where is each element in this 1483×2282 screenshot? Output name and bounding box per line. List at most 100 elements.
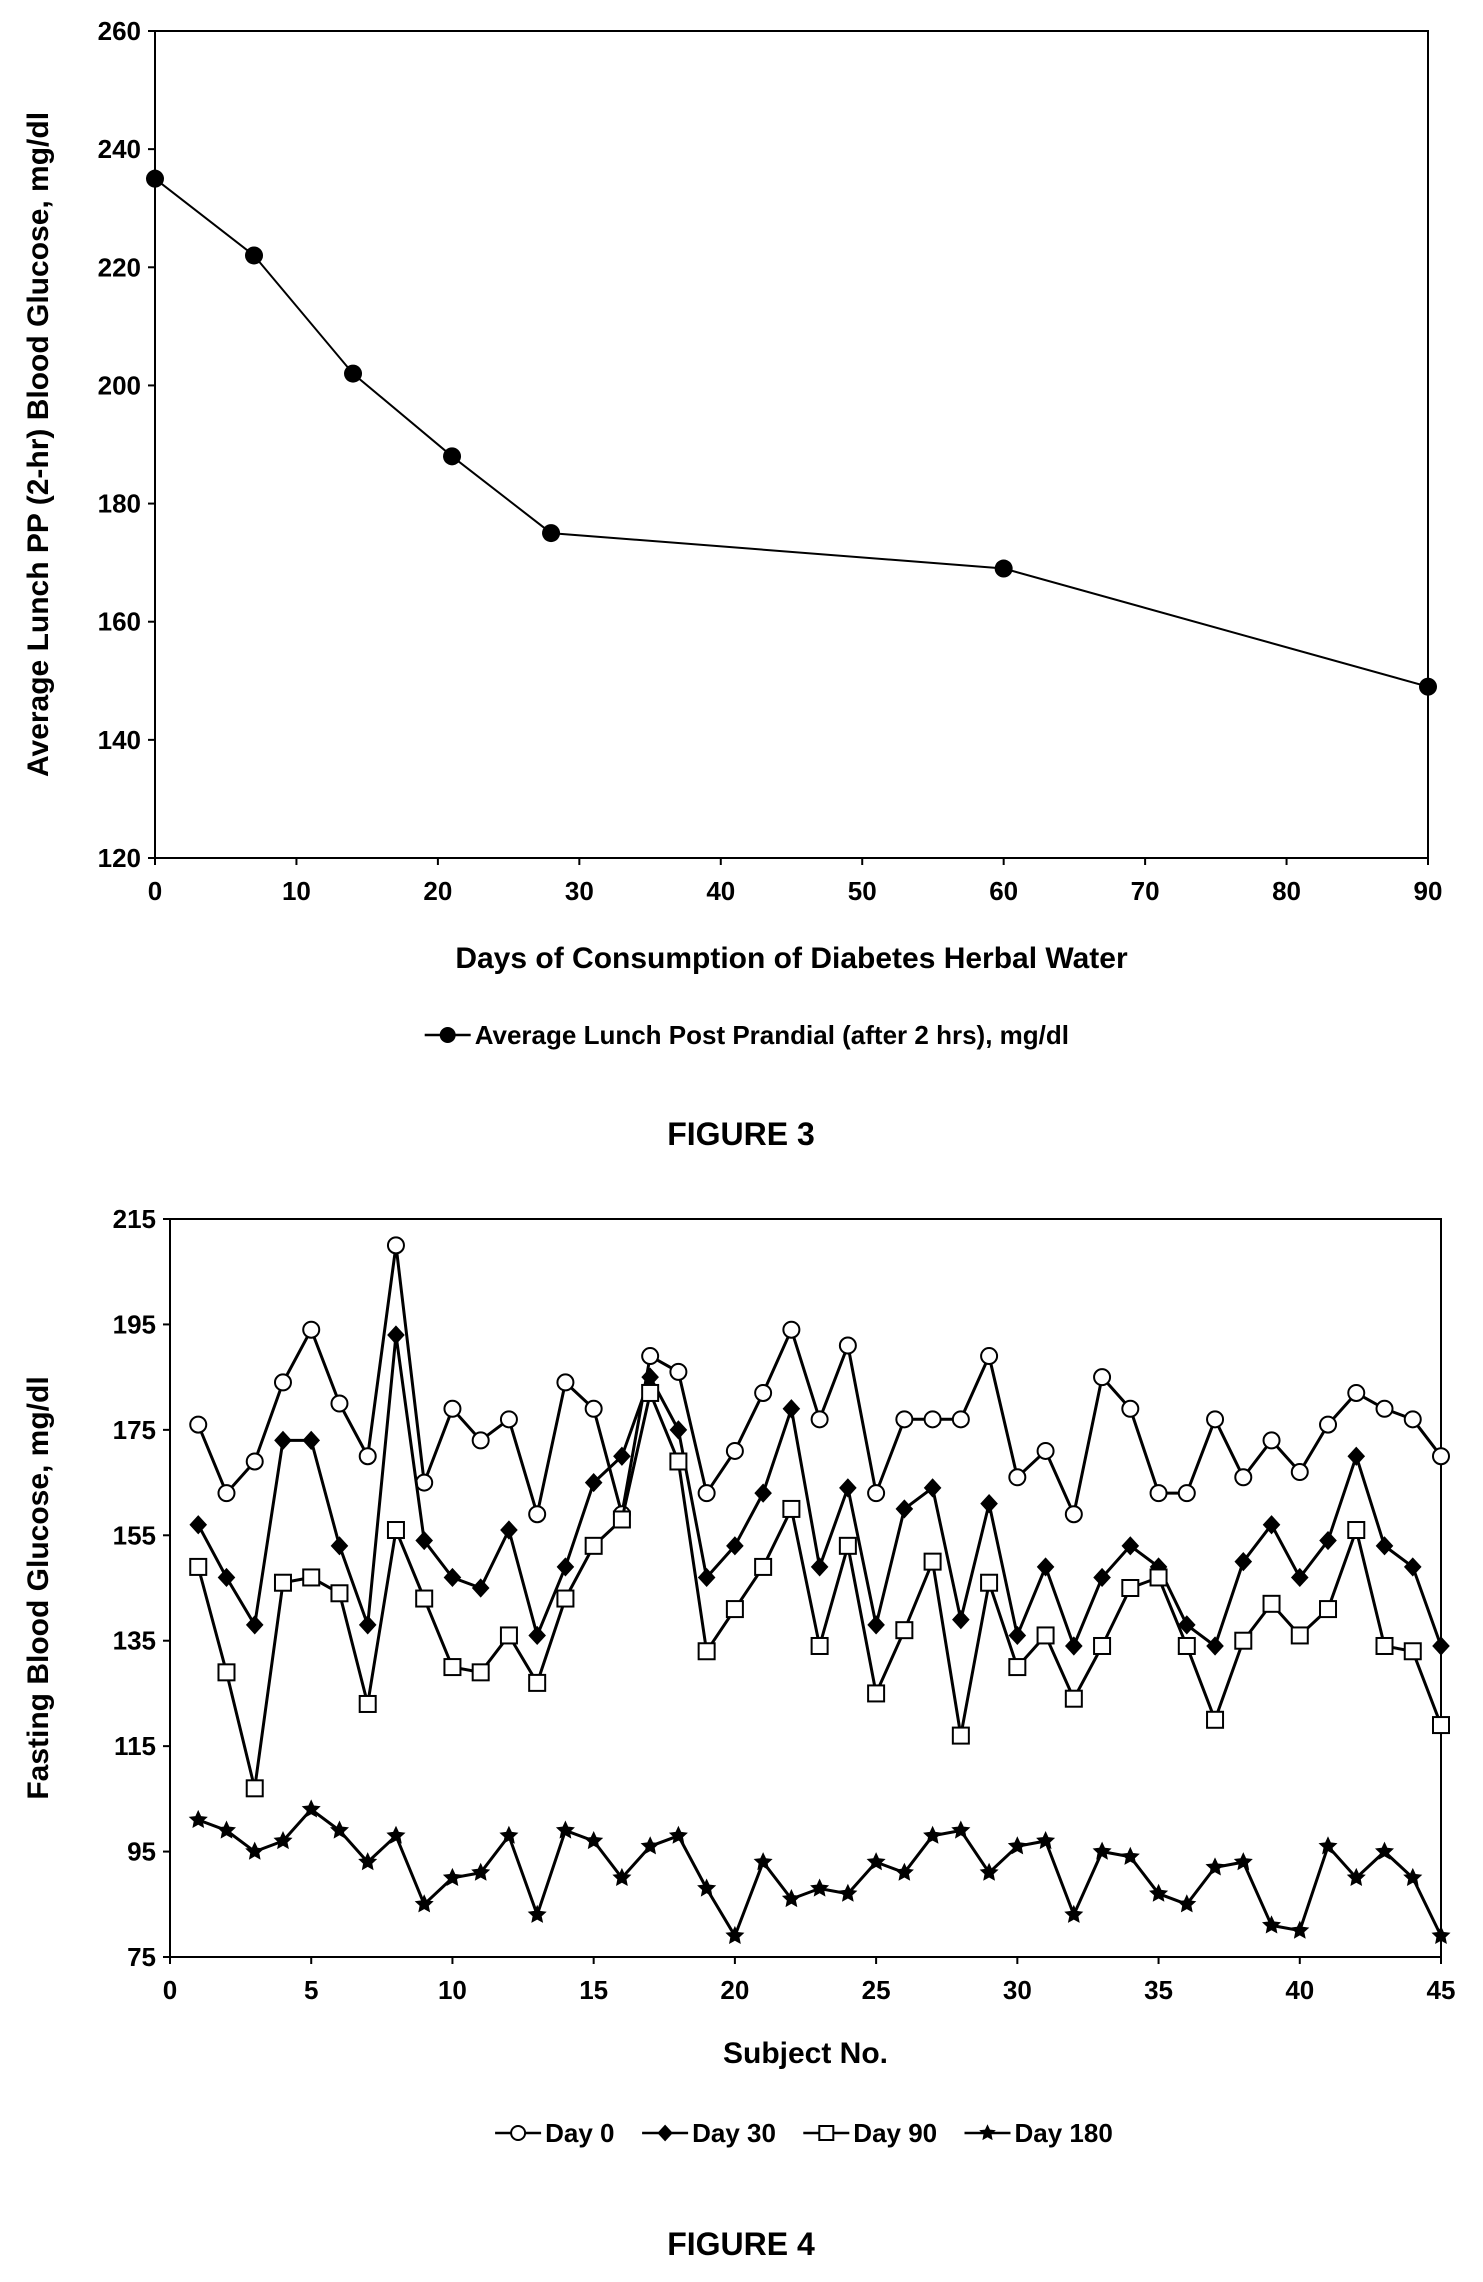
fig4-data-point [725,1925,745,1944]
fig4-data-point [951,1820,971,1839]
fig4-y-tick-label: 75 [127,1942,156,1972]
fig4-data-point [188,1809,208,1828]
fig3-x-tick-label: 40 [706,876,735,906]
fig4-series-line-1 [196,1245,1443,1520]
fig4-data-point [1149,1568,1168,1587]
fig3-x-tick-label: 60 [989,876,1018,906]
fig4-data-point [584,1831,604,1850]
fig4-x-tick-label: 35 [1144,1975,1173,2005]
fig4-data-point [386,1521,405,1540]
fig3-data-point [542,524,561,543]
fig3-x-tick-label: 50 [848,876,877,906]
fig4-data-point [527,1904,547,1923]
fig4-data-point [273,1573,292,1592]
figure-3-caption: FIGURE 3 [667,1116,815,1152]
fig4-data-point [697,1878,717,1897]
fig4-data-point [1206,1710,1225,1729]
fig3-y-tick-label: 200 [98,370,141,400]
fig4-x-tick-label: 30 [1003,1975,1032,2005]
fig4-data-point [443,1399,462,1418]
fig4-data-point [1375,1636,1394,1655]
fig4-x-tick-label: 5 [304,1975,318,2005]
fig4-data-point [1262,1915,1281,1934]
fig4-data-point [810,1636,829,1655]
fig3-y-tick-label: 160 [98,607,141,637]
fig4-legend-label: Day 30 [692,2118,776,2148]
fig4-data-point [1064,1904,1084,1923]
fig4-data-point [810,1410,829,1429]
fig4-data-point [245,1615,264,1635]
fig4-data-point [1290,1567,1309,1588]
fig4-data-point [387,1325,405,1345]
fig4-data-point [189,1515,208,1535]
fig4-data-point [810,1557,829,1577]
fig3-data-point [344,364,363,383]
fig4-data-point [1347,1446,1366,1466]
fig4-data-point [273,1373,292,1392]
fig4-x-tick-label: 45 [1427,1975,1456,2005]
fig4-data-point [1093,1567,1111,1588]
fig4-y-tick-label: 175 [113,1415,156,1445]
fig4-data-point [245,1841,265,1860]
fig4-data-point [1403,1557,1422,1577]
fig4-data-point [1319,1415,1338,1434]
fig4-data-point [895,1499,914,1519]
fig4-data-point [1177,1636,1196,1655]
fig4-data-point [923,1825,943,1844]
fig4-data-point [1093,1368,1112,1387]
fig4-data-point [669,1452,688,1471]
fig4-legend-marker [979,2124,996,2141]
fig4-data-point [1092,1841,1112,1860]
fig4-data-point [641,1367,659,1387]
fig4-data-point [415,1589,434,1608]
fig3-x-tick-label: 90 [1414,876,1443,906]
fig3-data-point [146,169,164,188]
fig4-data-point [641,1347,660,1366]
fig4-data-point [584,1399,603,1418]
fig4-data-point [1036,1557,1055,1577]
fig4-data-point [1346,1867,1366,1886]
fig4-data-point [556,1373,575,1392]
fig4-data-point [471,1663,490,1682]
fig4-data-point [923,1410,942,1429]
figure-3-chart: 120 140 160 180 200 220 240 260 0 10 20 30 40 50 60 70 8… [22,16,1442,1050]
fig4-data-point [641,1383,660,1402]
fig4-y-axis-title: Fasting Blood Glucose, mg/dl [22,1376,55,1799]
fig4-data-point [697,1567,716,1588]
fig3-y-tick-label: 260 [98,16,141,46]
fig4-data-point [358,1694,377,1713]
fig4-data-point [302,1320,321,1339]
fig4-data-point [1064,1505,1083,1524]
fig4-data-point [528,1673,547,1692]
fig4-data-point [867,1484,886,1503]
fig4-data-point [1234,1468,1253,1487]
fig4-data-point [754,1383,773,1402]
fig4-data-point [1120,1846,1140,1865]
fig4-x-tick-label: 25 [862,1975,891,2005]
fig4-data-point [1121,1399,1140,1418]
fig4-data-point [555,1820,575,1839]
fig4-data-point [1008,1658,1027,1677]
fig4-data-point [782,1499,801,1518]
fig4-data-point [217,1484,236,1503]
fig4-data-point [612,1510,631,1529]
fig3-plot-frame [154,30,1429,859]
fig4-x-tick-label: 40 [1285,1975,1314,2005]
fig4-y-tick-label: 95 [127,1837,156,1867]
fig4-data-point [471,1862,491,1881]
fig4-data-point [895,1621,914,1640]
fig4-data-point [1064,1689,1083,1708]
fig4-legend-label: Day 90 [853,2118,937,2148]
fig4-data-point [951,1726,970,1745]
fig4-data-point [867,1615,885,1635]
fig4-data-point [1234,1631,1253,1650]
fig4-data-point [443,1567,462,1588]
fig3-x-tick-label: 80 [1272,876,1301,906]
fig4-data-point [1375,1536,1394,1556]
fig4-data-point [1403,1642,1422,1661]
fig4-data-point [1205,1857,1225,1876]
fig4-data-point [725,1441,744,1460]
fig4-data-point [1234,1552,1253,1572]
fig4-data-point [302,1568,321,1587]
fig4-data-point [895,1410,914,1429]
